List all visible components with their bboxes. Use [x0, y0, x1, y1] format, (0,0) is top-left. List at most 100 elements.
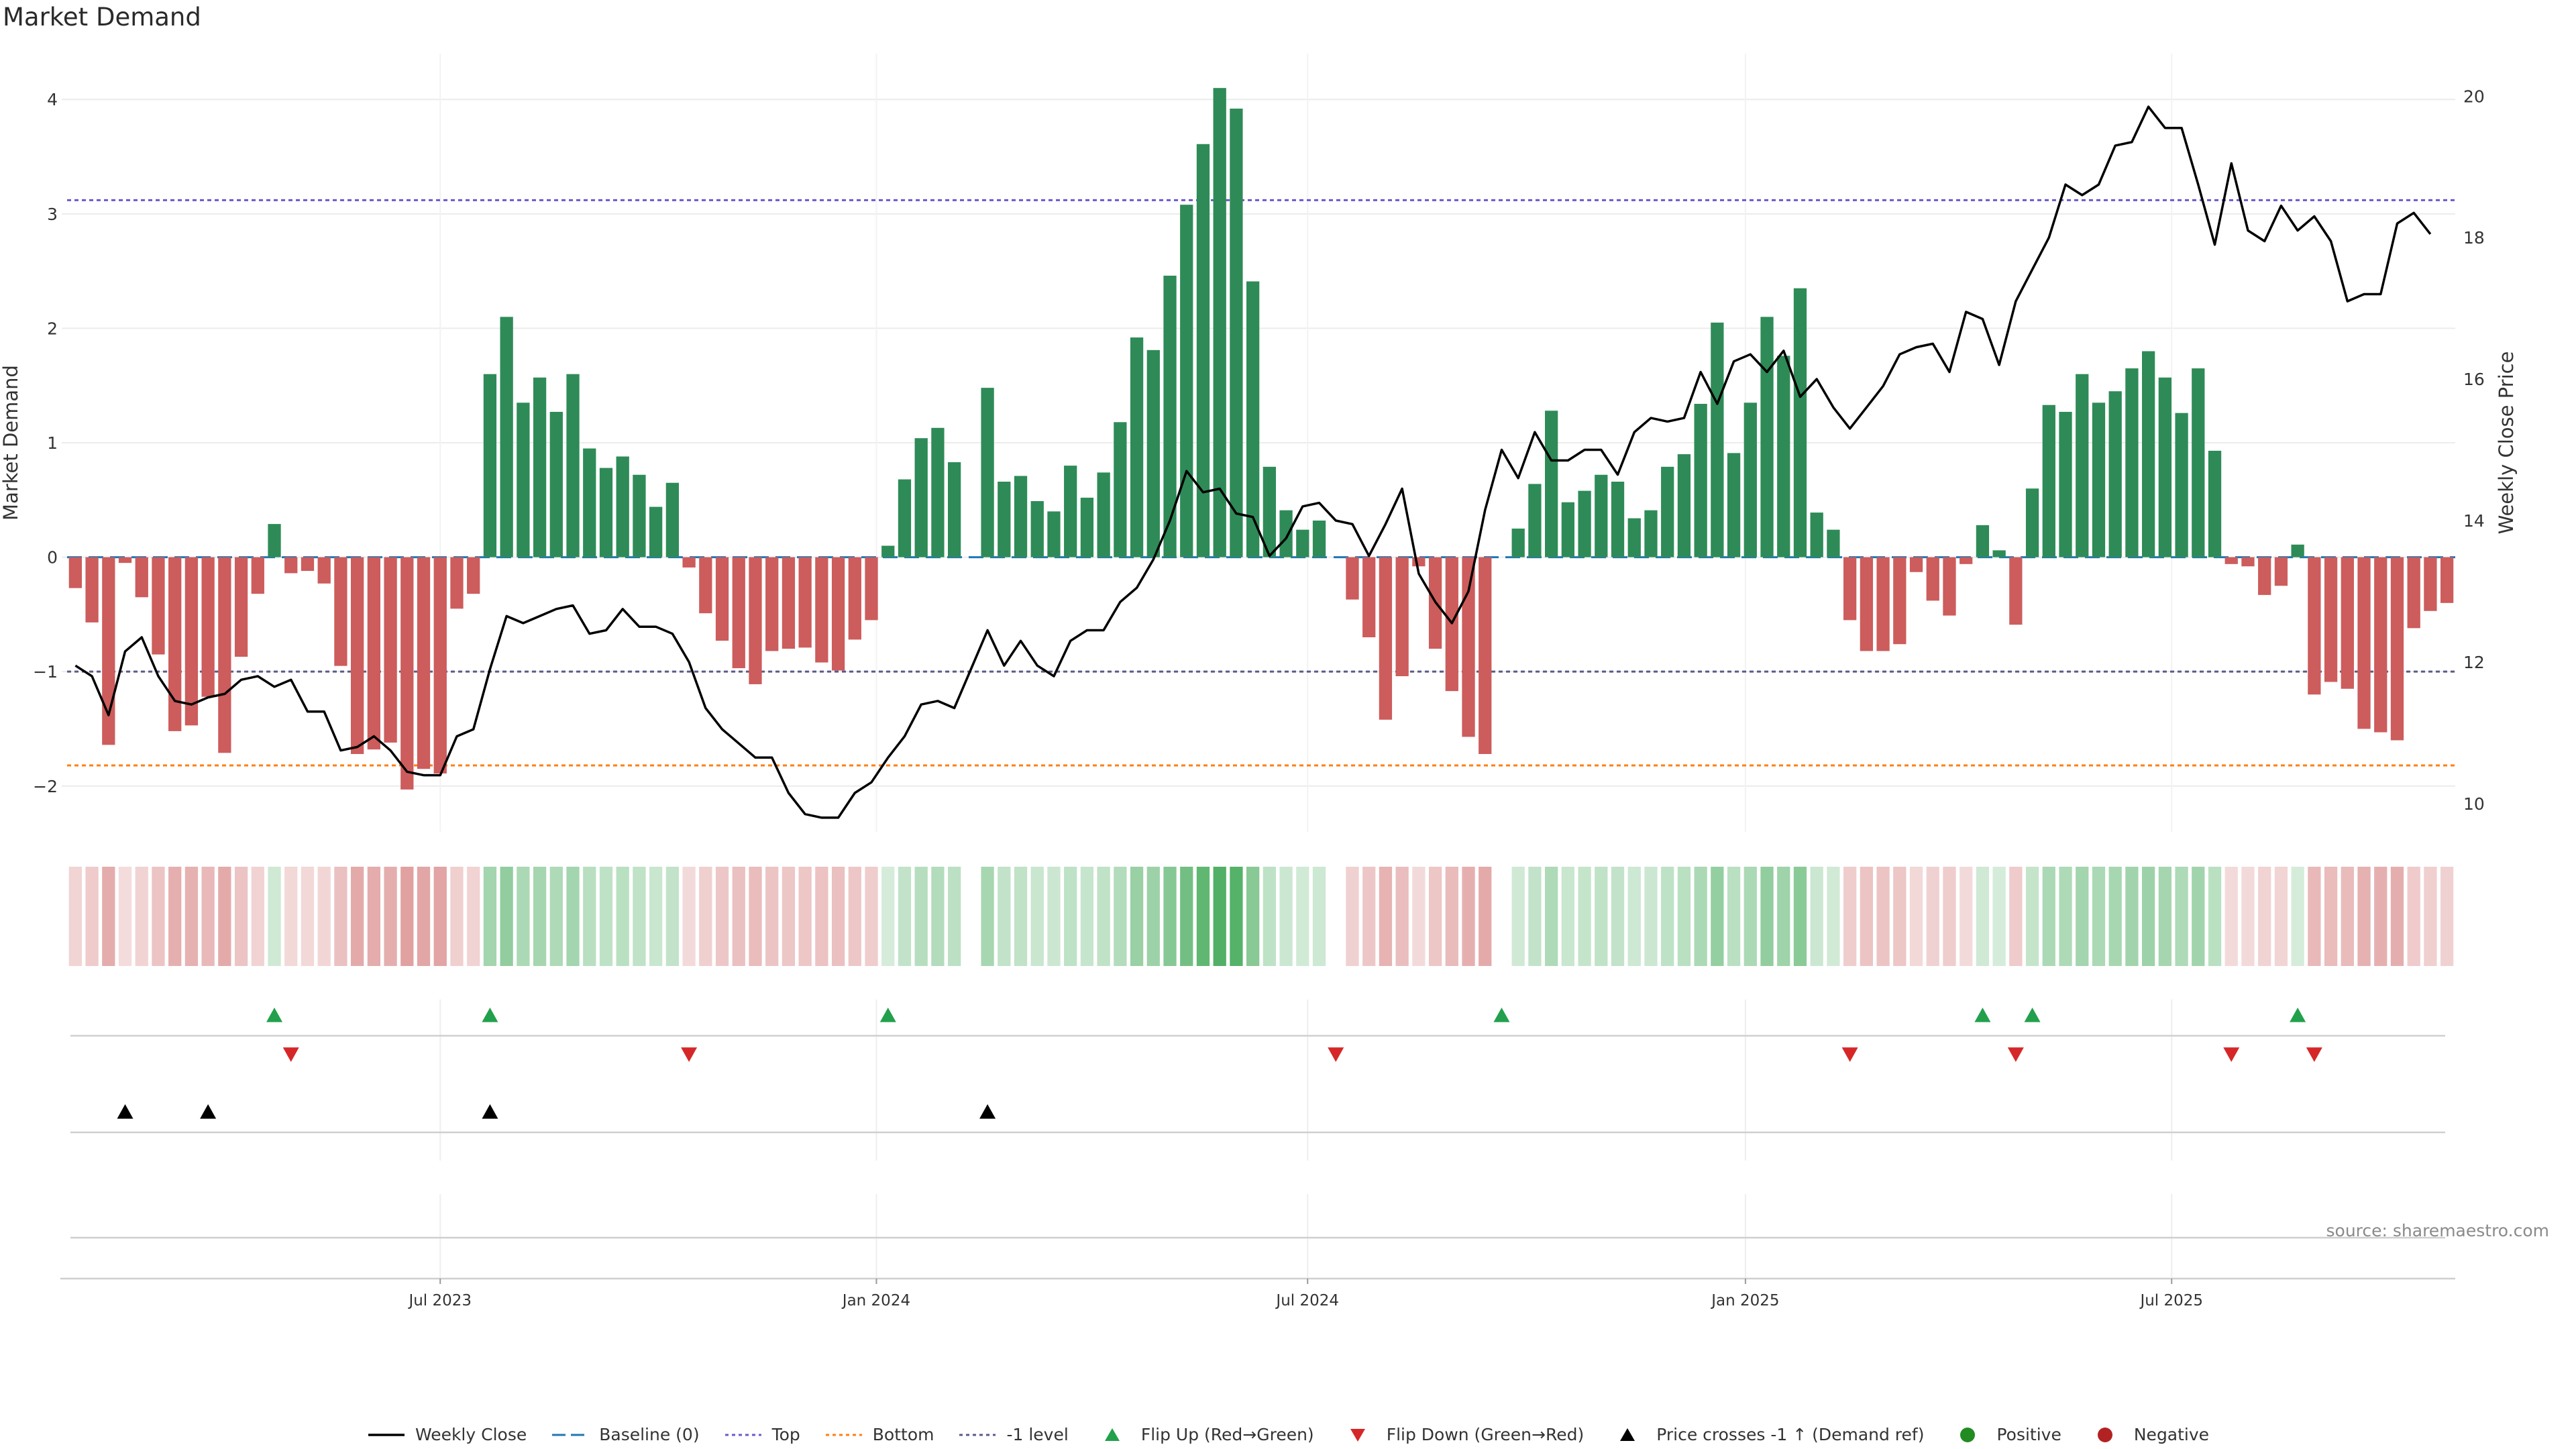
demand-bar	[1030, 501, 1044, 557]
heat-cell	[2357, 867, 2371, 966]
heat-cell	[1213, 867, 1226, 966]
demand-bar	[914, 438, 928, 557]
heat-cell	[998, 867, 1011, 966]
heat-cell	[1130, 867, 1144, 966]
reference-lines	[67, 199, 2455, 767]
demand-bar	[665, 482, 680, 557]
demand-bar	[1379, 557, 1393, 720]
heat-cell	[583, 867, 596, 966]
demand-bar	[1843, 557, 1857, 621]
heat-cell	[881, 867, 895, 966]
demand-bar	[2158, 377, 2172, 557]
legend-item-positive: Positive	[1948, 1425, 2061, 1444]
legend-label: -1 level	[1006, 1425, 1069, 1444]
heat-cell	[1412, 867, 1426, 966]
demand-bar	[1296, 529, 1309, 557]
y-left-tick-label: −1	[33, 662, 58, 682]
demand-bar	[1180, 205, 1193, 557]
heat-cell	[317, 867, 331, 966]
demand-bar	[2141, 351, 2155, 557]
legend-item-negative: Negative	[2086, 1425, 2209, 1444]
demand-bar	[633, 474, 646, 557]
heat-cell	[1595, 867, 1608, 966]
y-right-axis-label: Weekly Close Price	[2495, 352, 2518, 535]
demand-bar	[898, 479, 912, 557]
legend-item-flip-up: Flip Up (Red→Green)	[1093, 1425, 1314, 1444]
flip-up-marker	[1974, 1008, 1991, 1022]
demand-bar	[2175, 413, 2188, 557]
demand-bar	[782, 557, 796, 649]
demand-bar	[1711, 322, 1724, 557]
heat-cell	[1014, 867, 1028, 966]
demand-bar	[1893, 557, 1907, 645]
heat-cell	[782, 867, 796, 966]
legend-symbol-negative	[2086, 1426, 2125, 1444]
demand-bar	[184, 557, 199, 726]
heat-cell	[152, 867, 165, 966]
demand-bar	[1047, 511, 1061, 557]
x-axis: Jul 2023 Jan 2024 Jul 2024 Jan 2025 Jul 2025	[60, 1277, 2455, 1309]
demand-bar	[433, 557, 447, 773]
demand-bars	[68, 88, 2454, 790]
heat-cell	[1528, 867, 1542, 966]
heat-cell	[1810, 867, 1823, 966]
heat-cell	[865, 867, 878, 966]
heat-cell	[1030, 867, 1044, 966]
heat-cell	[715, 867, 729, 966]
legend-label: Baseline (0)	[599, 1425, 700, 1444]
demand-bar	[998, 482, 1011, 557]
heat-cell	[2324, 867, 2338, 966]
x-tick-label: Jul 2023	[407, 1292, 472, 1309]
heat-cell	[2241, 867, 2255, 966]
demand-bar	[815, 557, 828, 663]
demand-bar	[384, 557, 397, 743]
legend-label: Weekly Close	[415, 1425, 527, 1444]
heat-cell	[2175, 867, 2188, 966]
demand-bar	[251, 557, 264, 594]
demand-bar	[2192, 368, 2205, 557]
demand-bar	[947, 462, 961, 557]
demand-bar	[2357, 557, 2371, 729]
legend-item-price-cross: Price crosses -1 ↑ (Demand ref)	[1608, 1425, 1924, 1444]
legend-label: Top	[771, 1425, 800, 1444]
legend-label: Bottom	[872, 1425, 934, 1444]
heat-cell	[533, 867, 547, 966]
x-tick-label: Jul 2024	[1275, 1292, 1339, 1309]
heat-cell	[848, 867, 861, 966]
y-right-tick-label: 10	[2463, 794, 2485, 814]
demand-bar	[68, 557, 83, 588]
demand-bar	[500, 317, 513, 557]
heat-cell	[2025, 867, 2039, 966]
demand-bar	[649, 506, 663, 557]
heat-cell	[168, 867, 182, 966]
heat-cell	[749, 867, 762, 966]
demand-bar	[1246, 281, 1260, 557]
flip-up-marker	[2024, 1008, 2041, 1022]
demand-bar	[1395, 557, 1409, 676]
demand-bar	[268, 524, 281, 557]
demand-bar	[1097, 472, 1110, 557]
demand-bar	[1661, 466, 1674, 557]
demand-bar	[367, 557, 381, 750]
flip-up-marker	[2290, 1008, 2306, 1022]
heat-cell	[118, 867, 132, 966]
demand-bar	[2076, 374, 2089, 557]
flip-down-marker	[2306, 1047, 2322, 1062]
demand-bar	[234, 557, 248, 657]
demand-bar	[1064, 466, 1077, 557]
demand-bar	[1992, 550, 2006, 557]
heat-cell	[947, 867, 961, 966]
demand-heat-strip	[68, 867, 2454, 966]
flip-up-marker	[482, 1008, 498, 1022]
legend-symbol-bottom	[824, 1426, 863, 1444]
demand-bar	[1976, 525, 1990, 557]
heat-cell	[1511, 867, 1525, 966]
demand-bar	[616, 456, 629, 557]
demand-bar	[2208, 450, 2222, 557]
heat-cell	[1611, 867, 1625, 966]
demand-bar	[2274, 557, 2288, 586]
demand-bar	[1960, 557, 1973, 564]
heat-cell	[1876, 867, 1890, 966]
heat-cell	[665, 867, 680, 966]
